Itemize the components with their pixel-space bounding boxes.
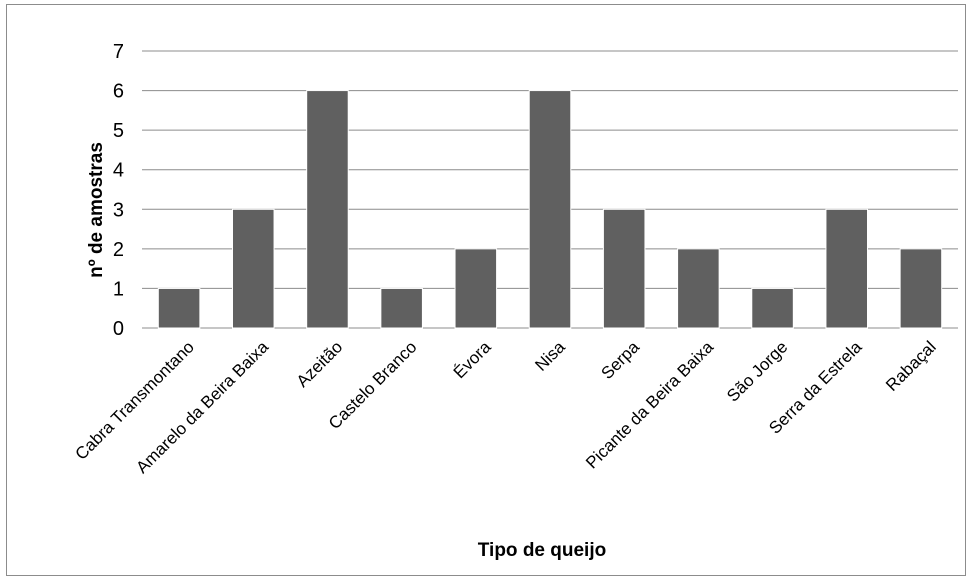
- bar: [306, 90, 349, 329]
- y-tick-label: 4: [113, 160, 124, 182]
- y-tick-label: 3: [113, 199, 124, 221]
- x-axis-title: Tipo de queijo: [478, 540, 606, 561]
- x-tick-label: Serpa: [597, 337, 643, 383]
- y-tick-label: 5: [113, 120, 124, 142]
- x-tick-label: São Jorge: [723, 337, 791, 405]
- x-tick-label: Évora: [450, 337, 495, 382]
- y-tick-label: 6: [113, 81, 124, 103]
- bar: [825, 208, 868, 329]
- y-axis-title: nº de amostras: [86, 142, 107, 278]
- bars: [157, 90, 943, 329]
- bar: [528, 90, 572, 329]
- bar: [380, 287, 423, 329]
- y-tick-labels: 0 1 2 3 4 5 6 7: [113, 41, 124, 340]
- bar: [602, 208, 646, 329]
- x-tick-label: Nisa: [531, 337, 569, 375]
- y-tick-label: 0: [113, 318, 124, 340]
- bar: [751, 287, 794, 329]
- bar: [899, 248, 943, 329]
- bar: [454, 248, 498, 329]
- x-tick-label: Picante da Beira Baixa: [582, 337, 717, 472]
- bar: [157, 287, 201, 329]
- y-tick-label: 1: [113, 278, 124, 300]
- x-tick-label: Cabra Transmontano: [72, 337, 198, 463]
- x-tick-label: Amarelo da Beira Baixa: [132, 337, 272, 477]
- x-tick-label: Rabaçal: [882, 337, 940, 395]
- y-tick-label: 7: [113, 41, 124, 63]
- x-tick-label: Azeitão: [293, 337, 347, 391]
- bar: [232, 208, 275, 329]
- y-tick-label: 2: [113, 239, 124, 261]
- bar: [677, 248, 720, 329]
